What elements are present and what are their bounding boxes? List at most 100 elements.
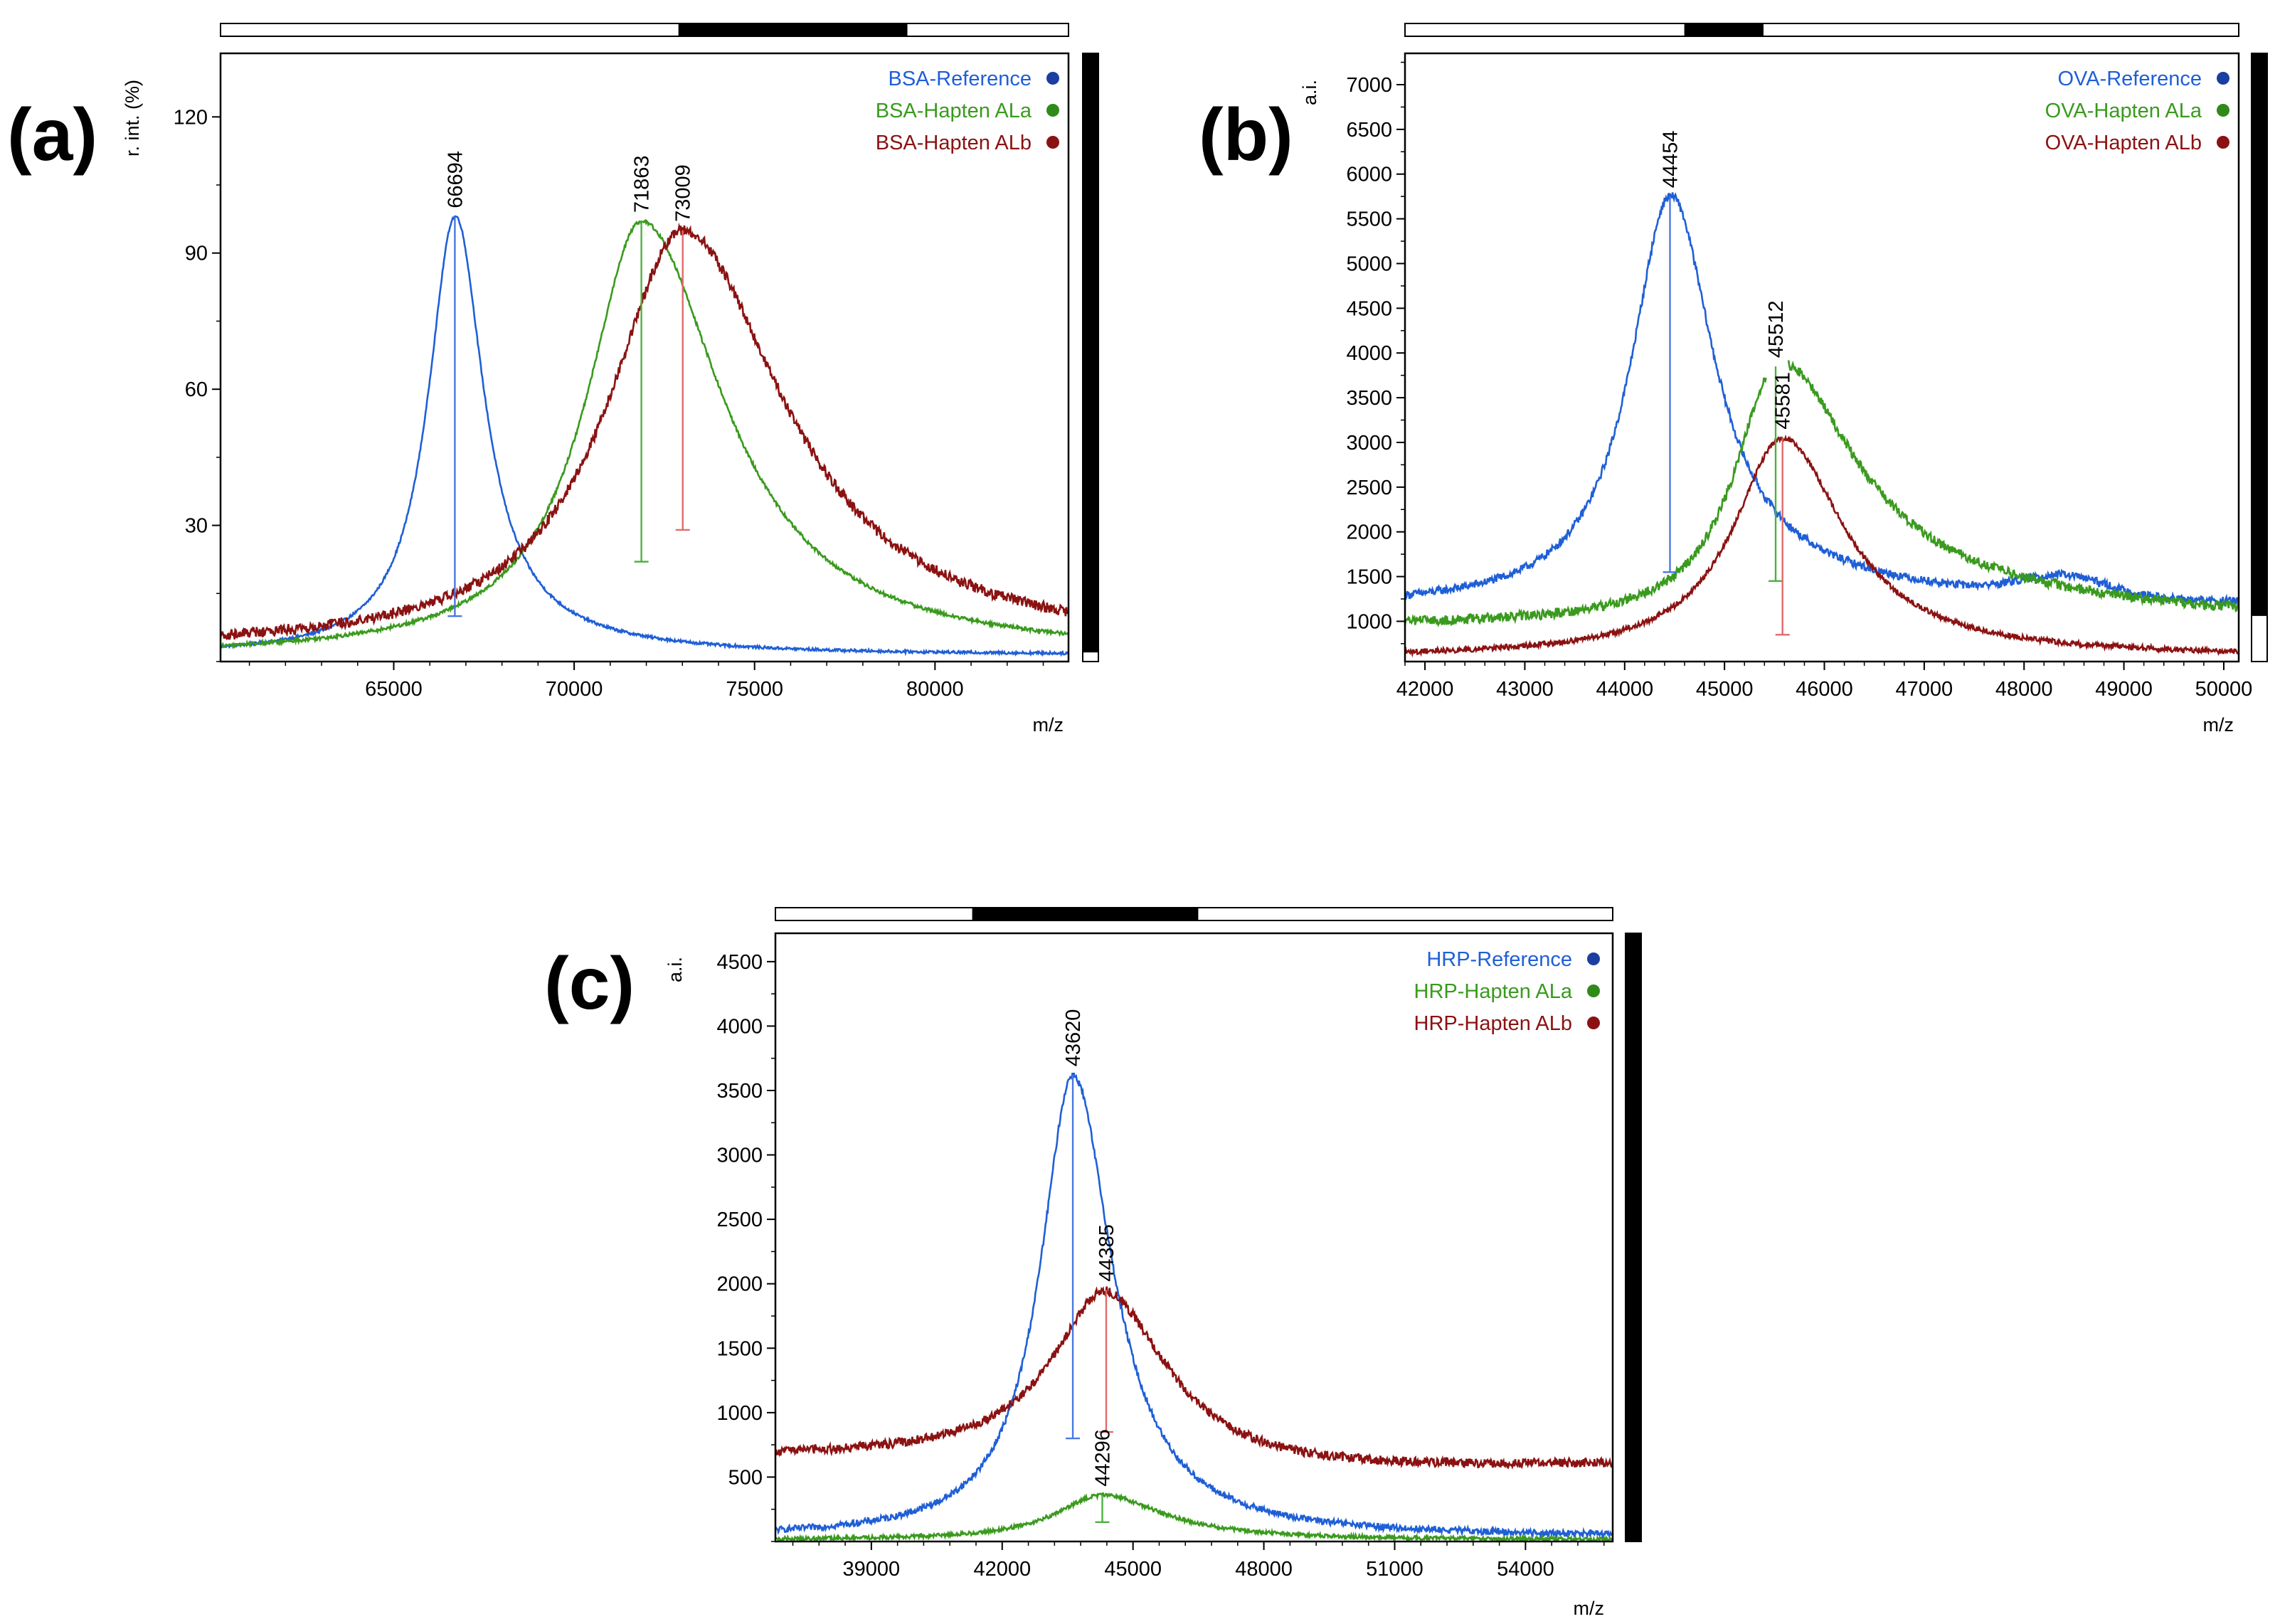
series-line-red bbox=[1405, 434, 2239, 658]
legend-marker bbox=[1046, 72, 1059, 85]
x-axis-label: m/z bbox=[2203, 714, 2234, 736]
intensity-scroll-thumb bbox=[2252, 53, 2267, 616]
y-tick-label: 1000 bbox=[716, 1402, 763, 1425]
y-tick-label: 2000 bbox=[1346, 521, 1392, 544]
x-tick-label: 43000 bbox=[1496, 678, 1554, 701]
legend-label: BSA-Hapten ALa bbox=[876, 100, 1032, 122]
overview-range-indicator bbox=[678, 23, 908, 36]
series-line-red bbox=[221, 223, 1069, 641]
y-tick-label: 5500 bbox=[1346, 208, 1392, 231]
y-tick-label: 3000 bbox=[716, 1145, 763, 1167]
y-axis-label: a.i. bbox=[1299, 80, 1320, 105]
legend-label: HRP-Hapten ALa bbox=[1414, 980, 1573, 1003]
x-tick-label: 48000 bbox=[1995, 678, 2053, 701]
y-tick-label: 4500 bbox=[1346, 297, 1392, 320]
series-line-blue bbox=[1405, 192, 2239, 607]
overview-range-indicator bbox=[972, 908, 1199, 920]
x-tick-label: 47000 bbox=[1896, 678, 1953, 701]
x-axis-label: m/z bbox=[1574, 1598, 1605, 1619]
x-tick-label: 65000 bbox=[365, 678, 423, 701]
y-tick-label: 6500 bbox=[1346, 119, 1392, 142]
legend-label: HRP-Reference bbox=[1426, 948, 1572, 971]
peak-label: 44385 bbox=[1096, 1224, 1118, 1282]
plot-frame bbox=[219, 52, 1070, 663]
panel-label: (a) bbox=[7, 94, 97, 176]
series-line-green bbox=[775, 1492, 1613, 1541]
peak-label: 66694 bbox=[444, 151, 467, 208]
series-line-blue bbox=[221, 215, 1069, 657]
y-tick-label: 500 bbox=[728, 1466, 763, 1489]
chart-panel-b: (b) 44454 45512 45581 42000 43000 44000 45000 46… bbox=[1199, 23, 2268, 736]
y-tick-label: 7000 bbox=[1346, 74, 1392, 97]
y-tick-label: 5000 bbox=[1346, 253, 1392, 275]
y-tick-label: 120 bbox=[174, 106, 208, 129]
y-tick-label: 60 bbox=[185, 378, 208, 401]
peak-label: 71863 bbox=[631, 155, 654, 213]
x-tick-label: 50000 bbox=[2195, 678, 2253, 701]
chart-panel-c: (c) 43620 44385 44296 39000 42000 45000 48000 51… bbox=[544, 907, 1642, 1619]
legend-label: OVA-Reference bbox=[2057, 68, 2202, 90]
x-tick-label: 51000 bbox=[1366, 1558, 1423, 1581]
y-tick-label: 1500 bbox=[1346, 566, 1392, 589]
legend-marker bbox=[2217, 104, 2229, 117]
y-tick-label: 3000 bbox=[1346, 432, 1392, 455]
y-tick-label: 3500 bbox=[716, 1080, 763, 1103]
y-tick-label: 4500 bbox=[716, 951, 763, 974]
y-tick-label: 1000 bbox=[1346, 610, 1392, 633]
x-tick-label: 48000 bbox=[1235, 1558, 1293, 1581]
series-line-blue bbox=[775, 1072, 1613, 1541]
y-tick-label: 6000 bbox=[1346, 164, 1392, 186]
y-tick-label: 2500 bbox=[716, 1209, 763, 1231]
y-tick-label: 3500 bbox=[1346, 387, 1392, 410]
x-tick-label: 54000 bbox=[1497, 1558, 1554, 1581]
legend-marker bbox=[1587, 1017, 1600, 1029]
legend-label: HRP-Hapten ALb bbox=[1414, 1012, 1572, 1035]
x-tick-label: 80000 bbox=[906, 678, 964, 701]
legend-label: BSA-Hapten ALb bbox=[876, 132, 1032, 154]
x-tick-label: 70000 bbox=[546, 678, 603, 701]
y-tick-label: 4000 bbox=[1346, 342, 1392, 365]
chart-panel-a: (a) 66694 71863 73009 65000 70000 75000 80000 30… bbox=[7, 23, 1099, 736]
x-tick-label: 42000 bbox=[973, 1558, 1031, 1581]
intensity-scroll-thumb bbox=[1626, 933, 1641, 1541]
legend-label: OVA-Hapten ALb bbox=[2045, 132, 2202, 154]
y-axis-label: a.i. bbox=[664, 957, 686, 982]
peak-label: 44454 bbox=[1660, 131, 1682, 189]
y-tick-label: 4000 bbox=[716, 1015, 763, 1038]
series-line-green bbox=[1405, 360, 2239, 627]
legend-marker bbox=[2217, 72, 2229, 85]
x-tick-label: 75000 bbox=[726, 678, 783, 701]
peak-label: 73009 bbox=[672, 164, 695, 222]
series-line-green bbox=[221, 218, 1069, 649]
overview-range-indicator bbox=[1684, 23, 1764, 36]
x-tick-label: 46000 bbox=[1796, 678, 1853, 701]
y-axis-label: r. int. (%) bbox=[122, 80, 143, 156]
x-tick-label: 39000 bbox=[843, 1558, 901, 1581]
panel-label: (c) bbox=[544, 943, 635, 1025]
legend-marker bbox=[1046, 136, 1059, 149]
peak-label: 44296 bbox=[1092, 1429, 1115, 1487]
legend-marker bbox=[1587, 952, 1600, 965]
peak-label: 45581 bbox=[1772, 372, 1795, 430]
series-line-red bbox=[775, 1286, 1613, 1470]
legend-label: BSA-Reference bbox=[889, 68, 1032, 90]
legend-marker bbox=[1587, 985, 1600, 997]
plot-frame bbox=[1404, 52, 2240, 663]
y-tick-label: 2000 bbox=[716, 1273, 763, 1296]
overview-bar bbox=[220, 23, 1069, 37]
peak-label: 43620 bbox=[1062, 1009, 1085, 1067]
legend-marker bbox=[1046, 104, 1059, 117]
intensity-scroll-thumb bbox=[1083, 53, 1098, 653]
x-tick-label: 45000 bbox=[1696, 678, 1754, 701]
y-tick-label: 30 bbox=[185, 515, 208, 538]
panel-label: (b) bbox=[1199, 94, 1293, 176]
x-tick-label: 44000 bbox=[1596, 678, 1653, 701]
y-tick-label: 90 bbox=[185, 243, 208, 265]
legend-label: OVA-Hapten ALa bbox=[2045, 100, 2202, 122]
x-tick-label: 42000 bbox=[1396, 678, 1454, 701]
y-tick-label: 1500 bbox=[716, 1337, 763, 1360]
plot-frame bbox=[774, 932, 1614, 1543]
x-tick-label: 45000 bbox=[1104, 1558, 1162, 1581]
peak-label: 45512 bbox=[1765, 300, 1788, 358]
